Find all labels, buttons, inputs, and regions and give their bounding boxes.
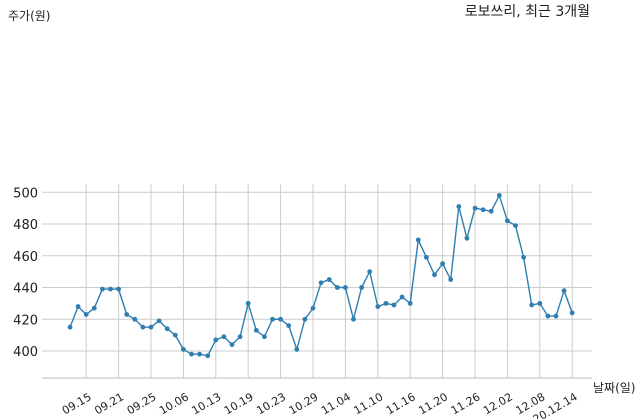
price-point — [205, 353, 211, 359]
price-point — [237, 334, 243, 340]
price-point — [229, 342, 235, 348]
price-point — [245, 300, 251, 306]
y-tick-label: 460 — [13, 250, 38, 265]
price-point — [480, 207, 486, 213]
price-point — [343, 285, 348, 290]
y-tick-label: 440 — [13, 282, 38, 297]
x-tick-label: 12.02 — [481, 390, 515, 417]
x-tick-label: 10.29 — [287, 390, 321, 417]
y-axis-label: 주가(원) — [8, 9, 50, 23]
price-point — [67, 324, 73, 330]
x-tick-label: 09.25 — [125, 390, 159, 417]
price-point — [561, 288, 567, 294]
price-point — [181, 347, 186, 352]
price-point — [318, 280, 324, 286]
price-point — [521, 254, 526, 260]
price-point — [108, 286, 113, 292]
x-tick-label: 10.13 — [190, 390, 224, 417]
price-point — [326, 277, 332, 282]
price-line — [69, 193, 573, 357]
price-point — [424, 254, 429, 260]
price-point — [132, 316, 138, 322]
grid — [42, 184, 592, 378]
price-point — [213, 337, 219, 343]
price-point — [537, 300, 543, 306]
price-point — [100, 286, 105, 292]
y-tick-label: 420 — [13, 313, 38, 328]
price-point — [156, 318, 162, 324]
x-tick-label: 11.16 — [384, 390, 418, 417]
x-tick-label: 11.04 — [319, 390, 353, 417]
price-point — [197, 351, 203, 357]
price-point — [302, 316, 308, 322]
price-point — [456, 204, 462, 209]
price-point — [221, 334, 227, 340]
price-point — [496, 193, 502, 198]
price-point — [294, 347, 300, 352]
x-tick-label: 10.19 — [222, 390, 256, 417]
x-tick-label: 10.23 — [254, 390, 288, 417]
price-point — [569, 310, 575, 316]
price-point — [399, 294, 405, 300]
price-point — [253, 327, 259, 333]
price-point — [83, 312, 89, 317]
price-point — [375, 304, 381, 309]
price-point — [172, 332, 178, 338]
price-point — [464, 235, 470, 241]
price-point — [553, 313, 559, 319]
price-point — [488, 208, 494, 214]
price-point — [310, 305, 316, 311]
price-point — [351, 316, 356, 322]
price-point — [116, 286, 121, 292]
y-tick-labels: 400 420 440 460 480 500 — [13, 186, 38, 360]
chart-title: 로보쓰리, 최근 3개월 — [465, 4, 590, 20]
price-point — [505, 218, 510, 224]
price-point — [270, 316, 275, 322]
price-point — [334, 285, 340, 290]
price-point — [75, 304, 81, 309]
price-point — [91, 305, 97, 311]
price-point — [367, 269, 373, 275]
price-point — [407, 300, 413, 306]
price-point — [448, 277, 454, 282]
x-tick-label: 11.20 — [416, 390, 450, 417]
x-tick-label: 10.06 — [157, 390, 191, 417]
price-point — [472, 205, 478, 211]
price-point — [189, 351, 194, 357]
price-point — [529, 302, 535, 308]
price-points — [67, 193, 575, 359]
price-point — [440, 261, 445, 267]
x-tick-label: 09.21 — [92, 390, 126, 417]
price-point — [391, 302, 397, 308]
price-point — [148, 324, 154, 330]
price-point — [286, 323, 292, 328]
price-point — [140, 324, 146, 330]
price-point — [124, 312, 130, 317]
price-point — [415, 237, 421, 243]
x-tick-label: 11.26 — [449, 390, 483, 417]
price-point — [383, 300, 389, 306]
y-tick-label: 400 — [13, 345, 38, 360]
price-point — [513, 223, 518, 228]
price-point — [432, 272, 437, 278]
price-point — [164, 326, 170, 332]
price-point — [545, 313, 551, 319]
x-tick-label: 09.15 — [60, 390, 94, 417]
price-point — [278, 316, 283, 322]
x-axis-label: 날짜(일) — [593, 381, 635, 395]
y-tick-label: 500 — [13, 186, 38, 201]
x-tick-labels: 09.1509.2109.2510.0610.1310.1910.2310.29… — [60, 390, 580, 419]
y-tick-label: 480 — [13, 218, 38, 233]
price-point — [262, 334, 267, 340]
price-point — [359, 285, 364, 290]
x-tick-label: 11.10 — [352, 390, 386, 417]
